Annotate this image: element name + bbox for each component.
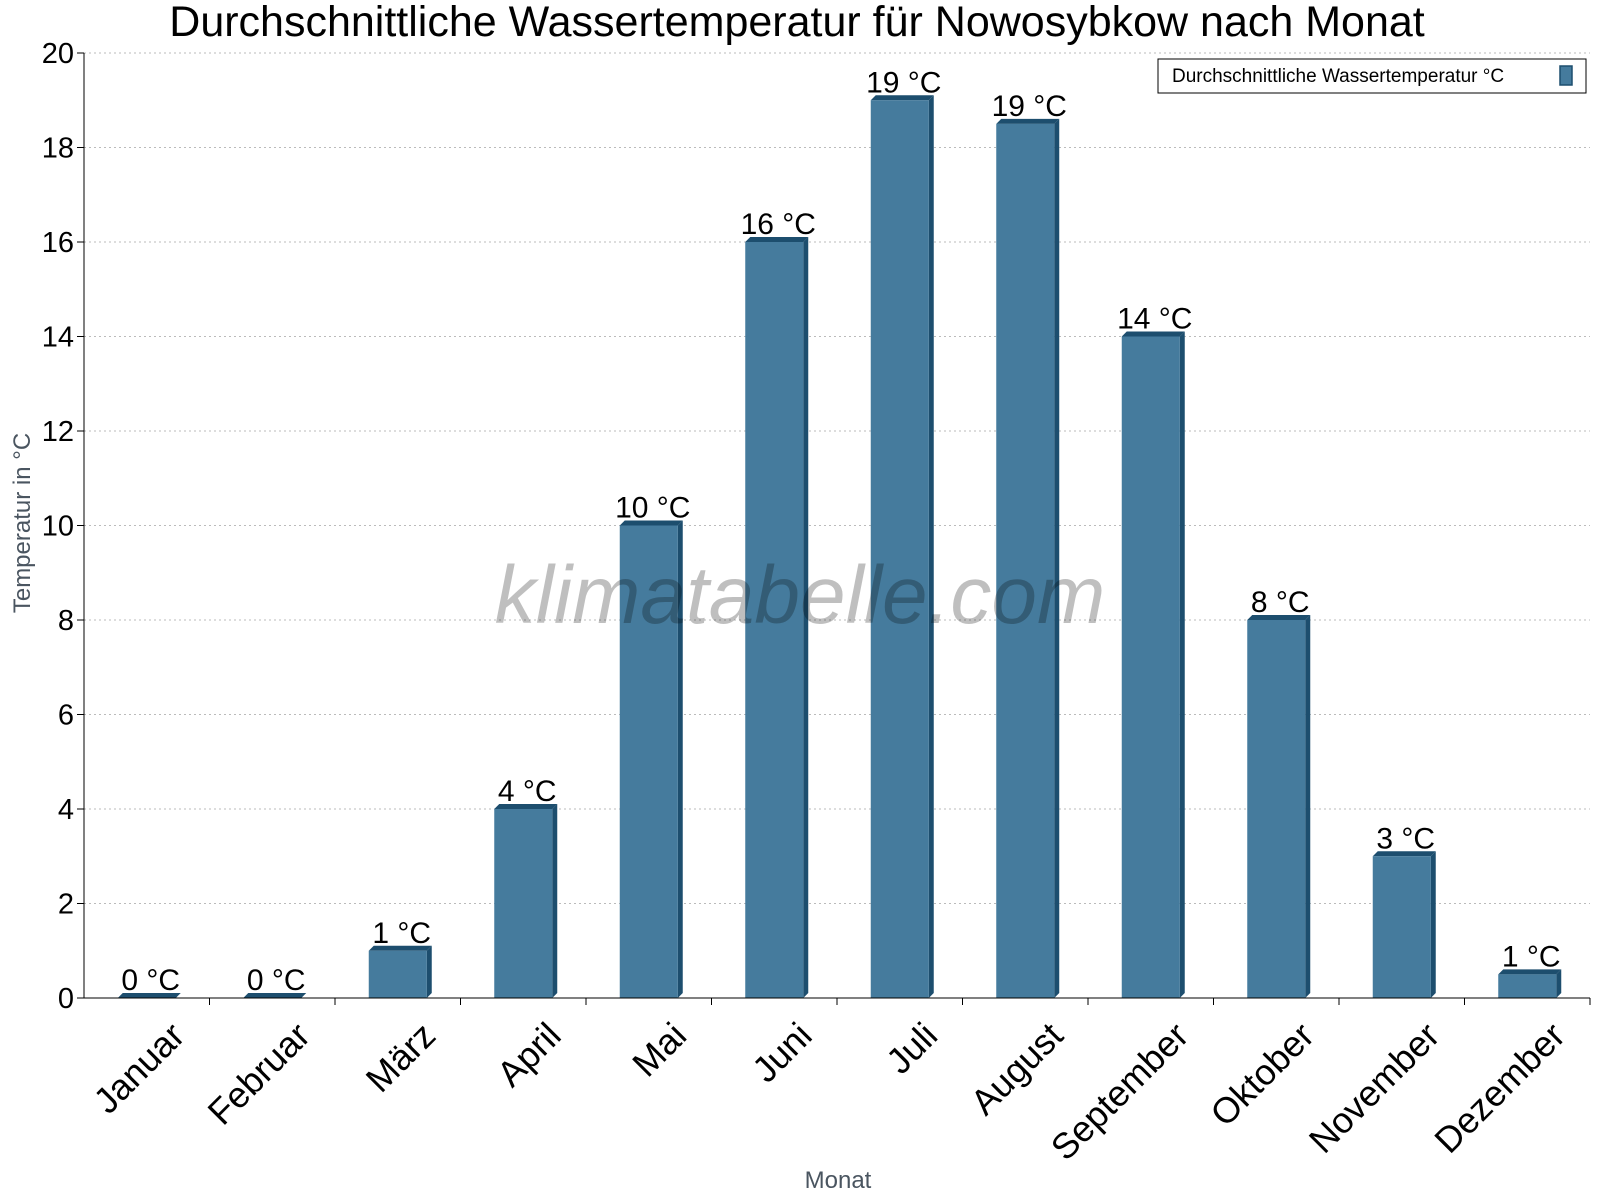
bar-side xyxy=(1054,118,1060,998)
bar xyxy=(619,525,678,998)
bar-side xyxy=(552,804,558,998)
bar xyxy=(1498,974,1557,998)
bar-top xyxy=(1121,331,1185,337)
y-tick-label: 16 xyxy=(42,227,74,259)
x-ticks: Januar Februar März April Mai Juni Juli AugustS… xyxy=(85,998,1591,1168)
bar-side xyxy=(677,520,683,998)
x-tick-label: November xyxy=(1301,1014,1447,1160)
x-tick-label: Dezember xyxy=(1426,1014,1572,1160)
legend: Durchschnittliche Wassertemperatur °C xyxy=(1157,58,1587,94)
bar-top xyxy=(745,237,809,242)
data-label: 10 °C xyxy=(615,492,690,525)
y-tick-label: 8 xyxy=(58,605,74,637)
x-tick-label: August xyxy=(962,1014,1070,1122)
bar-top xyxy=(870,95,934,101)
bar xyxy=(1247,620,1306,998)
x-tick-label: Januar xyxy=(85,1014,192,1121)
y-tick-label: 0 xyxy=(58,983,74,1015)
bar-top xyxy=(1247,615,1311,620)
y-tick-label: 14 xyxy=(42,322,74,354)
bar-top xyxy=(494,804,558,809)
legend-box xyxy=(1157,58,1587,94)
chart-title: Durchschnittliche Wassertemperatur für N… xyxy=(169,0,1425,46)
watermark: klimatabelle.com xyxy=(495,550,1106,641)
data-label: 1 °C xyxy=(1502,940,1561,973)
y-tick-label: 12 xyxy=(42,416,74,448)
bar-top xyxy=(243,993,307,998)
data-label: 0 °C xyxy=(121,964,180,997)
y-axis-label: Temperatur in °C xyxy=(9,433,36,613)
x-tick-label: Februar xyxy=(200,1014,318,1132)
x-tick-label: September xyxy=(1043,1014,1197,1168)
data-label: 19 °C xyxy=(866,66,941,99)
bar xyxy=(368,950,427,998)
y-tick-label: 2 xyxy=(58,889,74,921)
data-label: 3 °C xyxy=(1376,822,1435,855)
bar-side xyxy=(1179,331,1185,998)
x-tick-label: Oktober xyxy=(1202,1014,1322,1134)
legend-swatch xyxy=(1559,65,1573,86)
data-label: 14 °C xyxy=(1117,303,1192,336)
bar-top xyxy=(1498,969,1562,975)
y-tick-label: 10 xyxy=(42,511,74,543)
y-tick-label: 4 xyxy=(58,794,74,826)
bar-side xyxy=(426,945,432,998)
x-tick-label: März xyxy=(358,1014,444,1100)
bar-side xyxy=(1305,615,1311,998)
bar xyxy=(996,123,1055,998)
bar xyxy=(494,809,553,998)
bar-side xyxy=(1556,969,1562,998)
x-axis-label: Monat xyxy=(805,1167,872,1194)
x-tick-label: Juli xyxy=(878,1014,945,1081)
x-tick-label: Mai xyxy=(624,1014,694,1084)
bar xyxy=(870,100,929,998)
bar-top xyxy=(117,993,181,998)
bar-top xyxy=(368,945,432,951)
bar xyxy=(1372,856,1431,998)
data-label: 8 °C xyxy=(1251,586,1310,619)
y-ticks: 0 2 4 6 8 10 12 14 16 18 20 xyxy=(42,38,84,1015)
y-tick-label: 6 xyxy=(58,700,74,732)
data-label: 1 °C xyxy=(372,917,431,950)
data-label: 19 °C xyxy=(992,90,1067,123)
bar xyxy=(745,242,804,998)
data-label: 4 °C xyxy=(498,775,557,808)
bar-top xyxy=(619,520,683,526)
bar-top xyxy=(1372,851,1436,857)
data-label: 0 °C xyxy=(247,964,306,997)
y-tick-label: 20 xyxy=(42,38,74,70)
gridlines xyxy=(84,52,1590,904)
legend-label: Durchschnittliche Wassertemperatur °C xyxy=(1172,66,1504,87)
bar-side xyxy=(1430,851,1436,998)
data-labels: 0 °C 0 °C 1 °C 4 °C 10 °C 16 °C 19 °C 19 °C 14 °… xyxy=(121,66,1560,997)
bar-top xyxy=(996,118,1060,124)
bar-side xyxy=(928,95,934,998)
bars xyxy=(117,95,1562,998)
data-label: 16 °C xyxy=(741,208,816,241)
bar-side xyxy=(803,237,809,998)
x-tick-label: Juni xyxy=(744,1014,820,1090)
x-tick-label: April xyxy=(489,1014,569,1094)
bar xyxy=(1121,336,1180,998)
y-tick-label: 18 xyxy=(42,133,74,165)
